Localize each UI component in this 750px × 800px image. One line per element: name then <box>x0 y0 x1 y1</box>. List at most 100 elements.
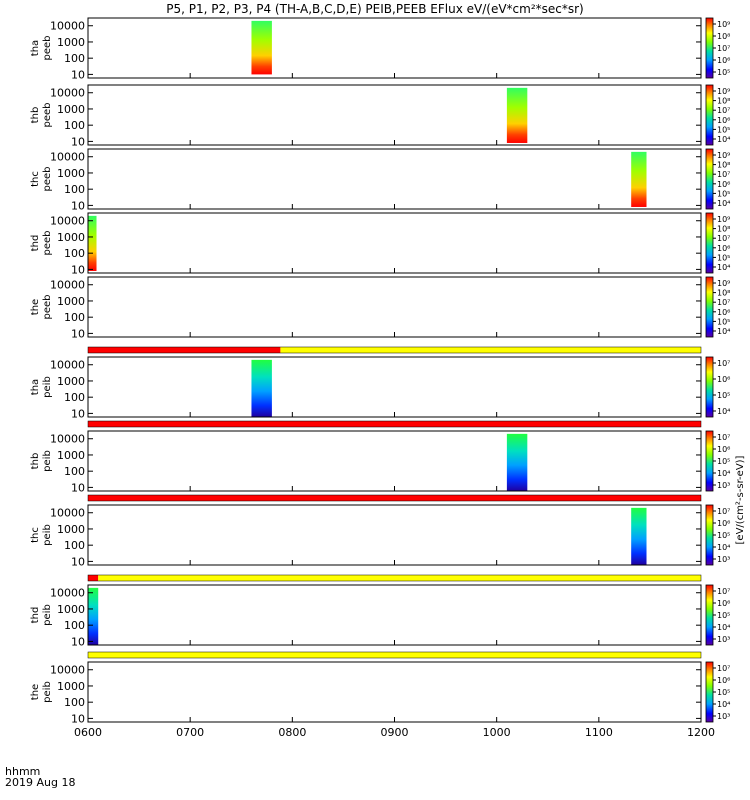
colorbar-tick-label: 10⁵ <box>717 531 730 540</box>
colorbar-tick-label: 10⁵ <box>717 68 730 77</box>
mode-bar-segment <box>88 495 701 501</box>
colorbar <box>705 17 714 79</box>
spectrogram-block <box>506 87 528 143</box>
panel-frame <box>87 276 702 338</box>
colorbar-tick-label: 10⁷ <box>717 664 730 673</box>
colorbar-tick-label: 10⁷ <box>717 587 730 596</box>
colorbar-tick-label: 10⁶ <box>717 308 730 317</box>
mode-bar-segment <box>88 347 281 353</box>
panel-frame <box>87 356 702 418</box>
y-tick-label: 10 <box>71 68 85 81</box>
colorbar <box>705 356 714 418</box>
panel-tha-peib: 10 100 1000 10000 tha peib 10⁴ 10⁵ 10⁶ 10⁷ <box>30 356 730 420</box>
colorbar-tick-label: 10⁷ <box>717 359 730 368</box>
mode-bar <box>87 651 702 659</box>
y-tick-label: 100 <box>64 52 85 65</box>
colorbar-tick-label: 10⁶ <box>717 599 730 608</box>
y-tick-label: 10 <box>71 481 85 494</box>
panel-tha-peeb: 10 100 1000 10000 tha peeb 10⁵ 10⁶ 10⁷ 10⁸ 10⁹ <box>30 17 730 81</box>
colorbar-tick-label: 10⁹ <box>717 20 730 29</box>
product-label: peeb <box>42 231 53 256</box>
colorbar-tick-label: 10⁹ <box>717 215 730 224</box>
colorbar-tick-label: 10³ <box>717 555 730 564</box>
colorbar-tick-label: 10⁴ <box>717 135 730 144</box>
y-tick-label: 100 <box>64 696 85 709</box>
y-tick-label: 10 <box>71 263 85 276</box>
product-label: peib <box>42 604 53 626</box>
probe-label: thd <box>30 235 41 252</box>
y-tick-label: 10000 <box>50 215 85 228</box>
date-label: 2019 Aug 18 <box>5 776 75 789</box>
panel-frame <box>87 661 702 723</box>
colorbar-tick-label: 10⁸ <box>717 225 730 234</box>
colorbar <box>705 276 714 338</box>
colorbar-tick-label: 10⁶ <box>717 56 730 65</box>
spectrogram-block <box>631 151 647 207</box>
colorbar-tick-label: 10⁵ <box>717 253 730 262</box>
y-tick-label: 10 <box>71 635 85 648</box>
probe-label: thc <box>30 527 41 543</box>
y-tick-label: 1000 <box>57 680 85 693</box>
panel-frame <box>87 17 702 79</box>
colorbar-tick-label: 10⁴ <box>717 327 730 336</box>
y-tick-label: 100 <box>64 539 85 552</box>
y-tick-label: 100 <box>64 247 85 260</box>
y-tick-label: 10000 <box>50 359 85 372</box>
y-tick-label: 10 <box>71 327 85 340</box>
colorbar-tick-label: 10⁷ <box>717 234 730 243</box>
y-tick-label: 100 <box>64 183 85 196</box>
colorbar-tick-label: 10³ <box>717 635 730 644</box>
colorbar-tick-label: 10⁶ <box>717 180 730 189</box>
panel-frame <box>87 148 702 210</box>
mode-bar-frame <box>87 651 702 659</box>
colorbar-tick-label: 10⁵ <box>717 611 730 620</box>
product-label: peib <box>42 450 53 472</box>
panel-thd-peib: 10 100 1000 10000 thd peib 10³ 10⁴ 10⁵ 10⁶ 10⁷ <box>30 584 730 648</box>
y-tick-label: 100 <box>64 619 85 632</box>
y-tick-label: 1000 <box>57 167 85 180</box>
colorbar-tick-label: 10⁸ <box>717 289 730 298</box>
colorbar <box>705 148 714 210</box>
colorbar <box>705 504 714 566</box>
x-tick-label: 0900 <box>381 726 409 739</box>
colorbar-tick-label: 10⁶ <box>717 519 730 528</box>
colorbar-tick-label: 10⁸ <box>717 32 730 41</box>
probe-label: thd <box>30 607 41 624</box>
y-tick-label: 10000 <box>50 587 85 600</box>
panel-thc-peib: 10 100 1000 10000 thc peib 10³ 10⁴ 10⁵ 10⁶ 10⁷ <box>30 504 730 568</box>
colorbar-tick-label: 10⁹ <box>717 87 730 96</box>
y-tick-label: 1000 <box>57 103 85 116</box>
colorbar-tick-label: 10⁵ <box>717 125 730 134</box>
colorbar <box>705 661 714 723</box>
panel-frame <box>87 84 702 146</box>
y-tick-label: 10 <box>71 199 85 212</box>
mode-bar-segment <box>280 347 701 353</box>
product-label: peib <box>42 681 53 703</box>
probe-label: the <box>30 684 41 700</box>
y-tick-label: 10000 <box>50 433 85 446</box>
colorbar-tick-label: 10⁷ <box>717 106 730 115</box>
probe-label: thc <box>30 171 41 187</box>
product-label: peib <box>42 376 53 398</box>
time-label: hhmm <box>5 765 40 778</box>
y-tick-label: 100 <box>64 465 85 478</box>
y-tick-label: 10000 <box>50 87 85 100</box>
product-label: peeb <box>42 167 53 192</box>
mode-bar <box>87 494 702 502</box>
colorbar-tick-label: 10⁶ <box>717 375 730 384</box>
colorbar-tick-label: 10⁴ <box>717 700 730 709</box>
y-tick-label: 10000 <box>50 151 85 164</box>
colorbar-tick-label: 10⁵ <box>717 688 730 697</box>
mode-bar-segment <box>98 575 701 581</box>
y-tick-label: 1000 <box>57 375 85 388</box>
colorbar-tick-label: 10⁷ <box>717 298 730 307</box>
colorbar-tick-label: 10⁴ <box>717 543 730 552</box>
mode-bar-frame <box>87 574 702 582</box>
spectrogram-block <box>251 359 272 417</box>
y-tick-label: 10000 <box>50 664 85 677</box>
colorbar <box>705 584 714 646</box>
